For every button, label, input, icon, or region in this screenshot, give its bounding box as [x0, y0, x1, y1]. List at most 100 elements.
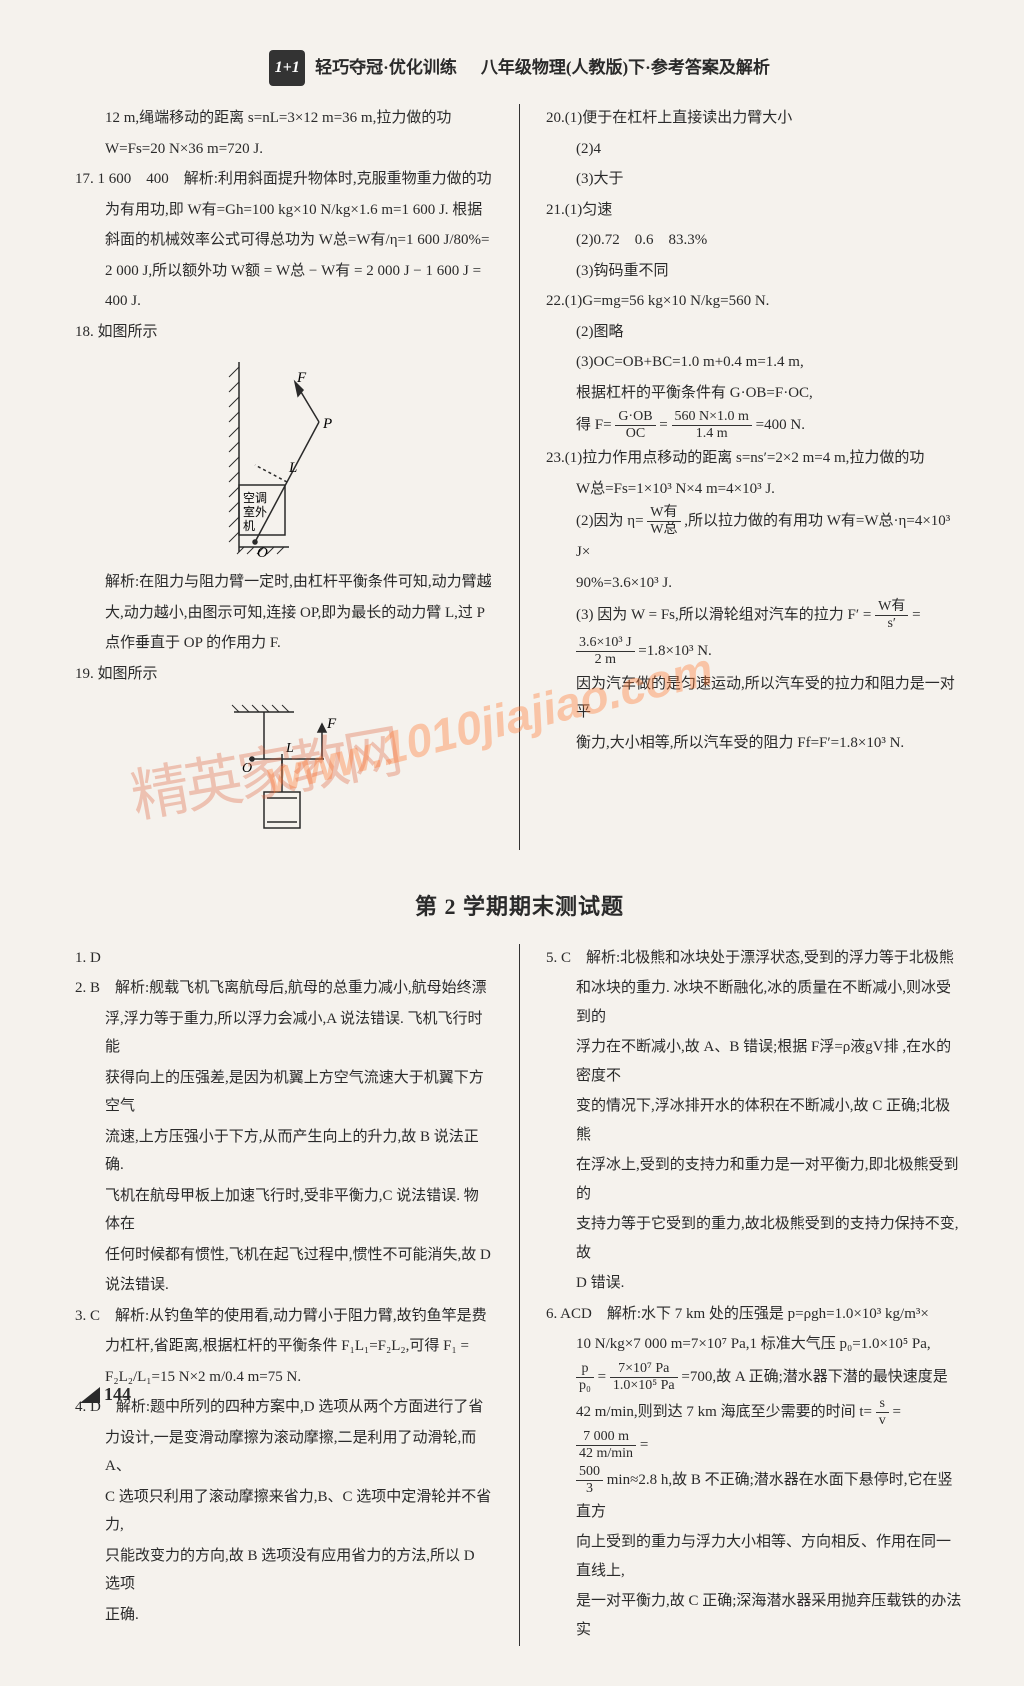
text-line: 在浮冰上,受到的支持力和重力是一对平衡力,即北极熊受到的 — [546, 1151, 964, 1208]
text-line: 10 N/kg×7 000 m=7×10⁷ Pa,1 标准大气压 p₀=1.0×… — [546, 1330, 964, 1359]
q6-fraction-line: pp₀ = 7×10⁷ Pa1.0×10⁵ Pa =700,故 A 正确;潜水器… — [546, 1361, 964, 1394]
fraction: 7 000 m42 m/min — [576, 1429, 636, 1462]
figure-1: F P L O 空调室外机 — [75, 352, 493, 562]
text-line: 衡力,大小相等,所以汽车受的阻力 Ff=F′=1.8×10³ N. — [546, 729, 964, 758]
text-line: 只能改变力的方向,故 B 选项没有应用省力的方法,所以 D 选项 — [75, 1542, 493, 1599]
header-title-left: 轻巧夺冠·优化训练 — [315, 52, 457, 84]
text-line: 23.(1)拉力作用点移动的距离 s=ns′=2×2 m=4 m,拉力做的功 — [546, 444, 964, 473]
text-line: 3. C 解析:从钓鱼竿的使用看,动力臂小于阻力臂,故钓鱼竿是费 — [75, 1302, 493, 1331]
bottom-columns: 1. D 2. B 解析:舰载飞机飞离航母后,航母的总重力减小,航母始终漂 浮,… — [75, 944, 964, 1646]
text: =700,故 A 正确;潜水器下潜的最快速度是 — [681, 1369, 947, 1385]
text-line: 任何时候都有惯性,飞机在起飞过程中,惯性不可能消失,故 D — [75, 1241, 493, 1270]
text-line: 解析:在阻力与阻力臂一定时,由杠杆平衡条件可知,动力臂越 — [75, 568, 493, 597]
text-line: (3)钩码重不同 — [546, 257, 964, 286]
text-line: 斜面的机械效率公式可得总功为 W总=W有/η=1 600 J/80%= — [75, 226, 493, 255]
fraction: W有W总 — [647, 505, 680, 538]
text-line: 力杠杆,省距离,根据杠杆的平衡条件 F₁L₁=F₂L₂,可得 F₁ = — [75, 1332, 493, 1361]
text-line: 向上受到的重力与浮力大小相等、方向相反、作用在同一直线上, — [546, 1528, 964, 1585]
page-header: 1+1 轻巧夺冠·优化训练 八年级物理(人教版)下·参考答案及解析 — [75, 50, 964, 86]
fraction-suffix: =400 N. — [756, 417, 805, 433]
page-number: 144 — [80, 1377, 131, 1411]
text-line: 变的情况下,浮冰排开水的体积在不断减小,故 C 正确;北极熊 — [546, 1092, 964, 1149]
fraction: 5003 — [576, 1464, 603, 1497]
text-line: 21.(1)匀速 — [546, 196, 964, 225]
text-line: 大,动力越小,由图示可知,连接 OP,即为最长的动力臂 L,过 P — [75, 599, 493, 628]
text-line: 2 000 J,所以额外功 W额 = W总 − W有 = 2 000 J − 1… — [75, 257, 493, 286]
text-line: 浮,浮力等于重力,所以浮力会减小,A 说法错误. 飞机飞行时能 — [75, 1005, 493, 1062]
text-line: 90%=3.6×10³ J. — [546, 569, 964, 598]
fig2-label-L: L — [285, 741, 294, 756]
fraction: 7×10⁷ Pa1.0×10⁵ Pa — [610, 1361, 678, 1394]
fig1-label-P: P — [322, 416, 332, 432]
text-line: 400 J. — [75, 287, 493, 316]
text-line: 19. 如图所示 — [75, 660, 493, 689]
text-line: 浮力在不断减小,故 A、B 错误;根据 F浮=ρ液gV排 ,在水的密度不 — [546, 1033, 964, 1090]
header-logo: 1+1 — [269, 50, 305, 86]
text-line: 17. 1 600 400 解析:利用斜面提升物体时,克服重物重力做的功 — [75, 165, 493, 194]
fig2-label-O: O — [242, 761, 252, 776]
fraction: W有s′ — [875, 599, 908, 632]
text-line: 说法错误. — [75, 1271, 493, 1300]
text-line: 流速,上方压强小于下方,从而产生向上的升力,故 B 说法正确. — [75, 1123, 493, 1180]
text-line: D 错误. — [546, 1269, 964, 1298]
text-line: (2)图略 — [546, 318, 964, 347]
column-divider — [519, 944, 520, 1646]
text-line: (2)0.72 0.6 83.3% — [546, 226, 964, 255]
fraction: G·OBOC — [615, 409, 655, 442]
bottom-left-column: 1. D 2. B 解析:舰载飞机飞离航母后,航母的总重力减小,航母始终漂 浮,… — [75, 944, 493, 1646]
text-line: W总=Fs=1×10³ N×4 m=4×10³ J. — [546, 475, 964, 504]
text: = — [640, 1437, 648, 1453]
top-right-column: 20.(1)便于在杠杆上直接读出力臂大小 (2)4 (3)大于 21.(1)匀速… — [546, 104, 964, 850]
fig1-label-O: O — [257, 545, 268, 561]
fraction: 3.6×10³ J2 m — [576, 635, 635, 668]
text-line: 4. D 解析:题中所列的四种方案中,D 选项从两个方面进行了省 — [75, 1393, 493, 1422]
text: (3) 因为 W = Fs,所以滑轮组对汽车的拉力 F′ = — [576, 607, 875, 623]
top-left-column: 12 m,绳端移动的距离 s=nL=3×12 m=36 m,拉力做的功 W=Fs… — [75, 104, 493, 850]
page-corner-icon — [80, 1387, 100, 1403]
text-line: 正确. — [75, 1601, 493, 1630]
text-line: 获得向上的压强差,是因为机翼上方空气流速大于机翼下方空气 — [75, 1064, 493, 1121]
text-line: W=Fs=20 N×36 m=720 J. — [75, 135, 493, 164]
q23-line5: 3.6×10³ J2 m =1.8×10³ N. — [546, 635, 964, 668]
text: =1.8×10³ N. — [638, 643, 712, 659]
text-line: 支持力等于它受到的重力,故北极熊受到的支持力保持不变,故 — [546, 1210, 964, 1267]
text-line: 18. 如图所示 — [75, 318, 493, 347]
text-line: (3)大于 — [546, 165, 964, 194]
q23-line2: (2)因为 η= W有W总 ,所以拉力做的有用功 W有=W总·η=4×10³ J… — [546, 505, 964, 567]
text-line: 因为汽车做的是匀速运动,所以汽车受的拉力和阻力是一对平 — [546, 670, 964, 727]
fraction-prefix: 得 F= — [576, 417, 612, 433]
text-line: 和冰块的重力. 冰块不断融化,冰的质量在不断减小,则冰受到的 — [546, 974, 964, 1031]
text-line: F₂L₂/L₁=15 N×2 m/0.4 m=75 N. — [75, 1363, 493, 1392]
q6-line-b: 42 m/min,则到达 7 km 海底至少需要的时间 t= sv = 7 00… — [546, 1396, 964, 1462]
text-line: 5. C 解析:北极熊和冰块处于漂浮状态,受到的浮力等于北极熊 — [546, 944, 964, 973]
text-line: 12 m,绳端移动的距离 s=nL=3×12 m=36 m,拉力做的功 — [75, 104, 493, 133]
text-line: 点作垂直于 OP 的作用力 F. — [75, 629, 493, 658]
fraction: pp₀ — [576, 1361, 594, 1394]
text: = — [912, 607, 920, 623]
text: (2)因为 η= — [576, 513, 644, 529]
text-line: (3)OC=OB+BC=1.0 m+0.4 m=1.4 m, — [546, 348, 964, 377]
text-line: 22.(1)G=mg=56 kg×10 N/kg=560 N. — [546, 287, 964, 316]
text-line: 为有用功,即 W有=Gh=100 kg×10 N/kg×1.6 m=1 600 … — [75, 196, 493, 225]
text-line: 2. B 解析:舰载飞机飞离航母后,航母的总重力减小,航母始终漂 — [75, 974, 493, 1003]
text-line: C 选项只利用了滚动摩擦来省力,B、C 选项中定滑轮并不省力, — [75, 1483, 493, 1540]
fig1-label-F: F — [296, 370, 307, 386]
text-line: 根据杠杆的平衡条件有 G·OB=F·OC, — [546, 379, 964, 408]
text-line: 是一对平衡力,故 C 正确;深海潜水器采用抛弃压载铁的办法实 — [546, 1587, 964, 1644]
fraction: sv — [876, 1396, 889, 1429]
text-line: 6. ACD 解析:水下 7 km 处的压强是 p=ρgh=1.0×10³ kg… — [546, 1300, 964, 1329]
figure-2: F L O — [75, 694, 493, 844]
text-line: 飞机在航母甲板上加速飞行时,受非平衡力,C 说法错误. 物体在 — [75, 1182, 493, 1239]
q6-line-c: 5003 min≈2.8 h,故 B 不正确;潜水器在水面下悬停时,它在竖直方 — [546, 1464, 964, 1526]
fraction: 560 N×1.0 m1.4 m — [672, 409, 752, 442]
text-line: 20.(1)便于在杠杆上直接读出力臂大小 — [546, 104, 964, 133]
text-line: 力设计,一是变滑动摩擦为滚动摩擦,二是利用了动滑轮,而 A、 — [75, 1424, 493, 1481]
text-line: 1. D — [75, 944, 493, 973]
top-columns: 12 m,绳端移动的距离 s=nL=3×12 m=36 m,拉力做的功 W=Fs… — [75, 104, 964, 850]
q22-fraction-line: 得 F= G·OBOC = 560 N×1.0 m1.4 m =400 N. — [546, 409, 964, 442]
text-line: (2)4 — [546, 135, 964, 164]
text: 42 m/min,则到达 7 km 海底至少需要的时间 t= — [576, 1404, 872, 1420]
bottom-right-column: 5. C 解析:北极熊和冰块处于漂浮状态,受到的浮力等于北极熊 和冰块的重力. … — [546, 944, 964, 1646]
header-title-right: 八年级物理(人教版)下·参考答案及解析 — [481, 52, 770, 84]
section-title: 第 2 学期期末测试题 — [75, 886, 964, 928]
